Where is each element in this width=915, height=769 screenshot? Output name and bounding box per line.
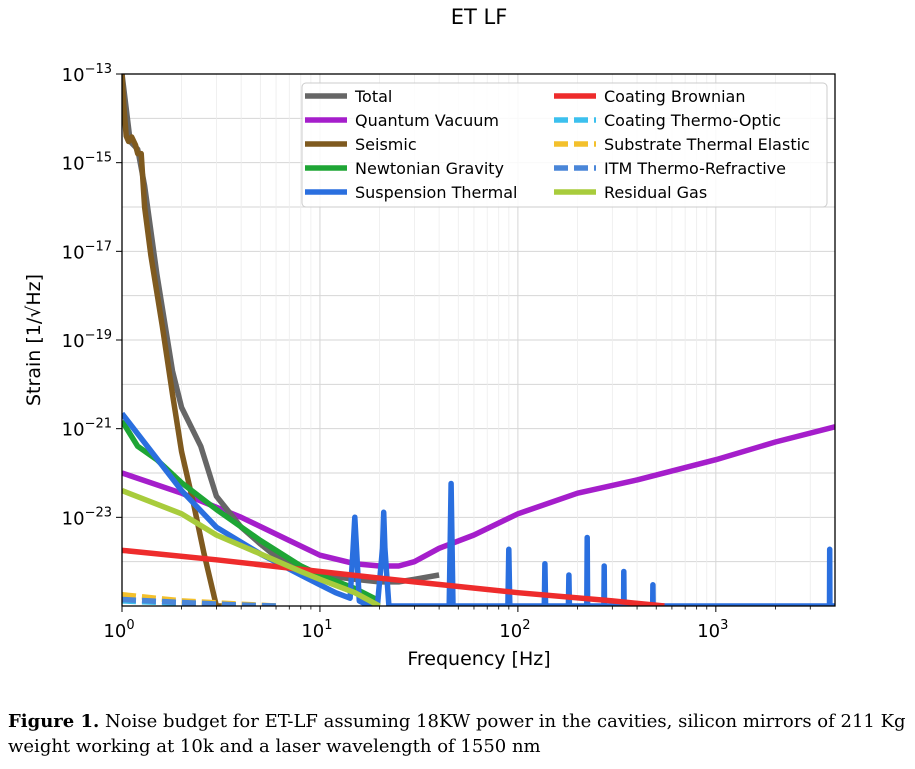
y-tick-label: 10−15 (62, 151, 112, 175)
legend-label: Newtonian Gravity (355, 159, 504, 178)
series-line-newtonian-gravity (122, 419, 381, 604)
x-tick-label: 102 (499, 618, 530, 642)
legend-label: Substrate Thermal Elastic (604, 135, 810, 154)
series-line-suspension-thermal (122, 411, 835, 606)
legend-label: Coating Thermo-Optic (604, 111, 781, 130)
series-line-itm-thermo-refractive (122, 596, 277, 606)
y-tick-label: 10−13 (62, 62, 112, 86)
chart-title: ET LF (451, 5, 508, 29)
series-line-coating-brownian (122, 547, 665, 606)
caption-label: Figure 1. (8, 711, 100, 732)
x-tick-label: 101 (301, 618, 332, 642)
series-line-residual-gas (122, 488, 381, 606)
y-tick-label: 10−23 (62, 505, 112, 529)
series-line-quantum-vacuum (122, 424, 835, 569)
noise-budget-chart: ET LF 100 101 102 10310−2310−2110−1910−1710… (23, 5, 836, 670)
caption-text: Noise budget for ET-LF assuming 18KW pow… (8, 711, 906, 757)
series-layer (122, 74, 835, 606)
x-axis-label: Frequency [Hz] (407, 648, 550, 670)
legend-label: Seismic (355, 135, 417, 154)
x-tick-label: 100 (103, 618, 134, 642)
y-axis-label: Strain [1/√Hz] (23, 274, 45, 406)
figure-caption: Figure 1. Noise budget for ET-LF assumin… (8, 709, 908, 759)
y-tick-label: 10−19 (62, 328, 112, 352)
legend-label: Total (354, 87, 392, 106)
legend-label: Residual Gas (604, 183, 707, 202)
legend-label: Suspension Thermal (355, 183, 517, 202)
legend-label: ITM Thermo-Refractive (604, 159, 786, 178)
axis-ticks: 100 101 102 103 10−23 10−21 10−19 10−17 10−15 10−… (62, 62, 811, 642)
legend-label: Coating Brownian (604, 87, 745, 106)
legend-label: Quantum Vacuum (355, 111, 499, 130)
y-tick-label: 10−17 (62, 239, 112, 263)
x-tick-label: 103 (697, 618, 728, 642)
legend: Total Quantum Vacuum Seismic Newtonian Grav… (301, 82, 828, 208)
y-tick-label: 10−21 (62, 417, 112, 441)
